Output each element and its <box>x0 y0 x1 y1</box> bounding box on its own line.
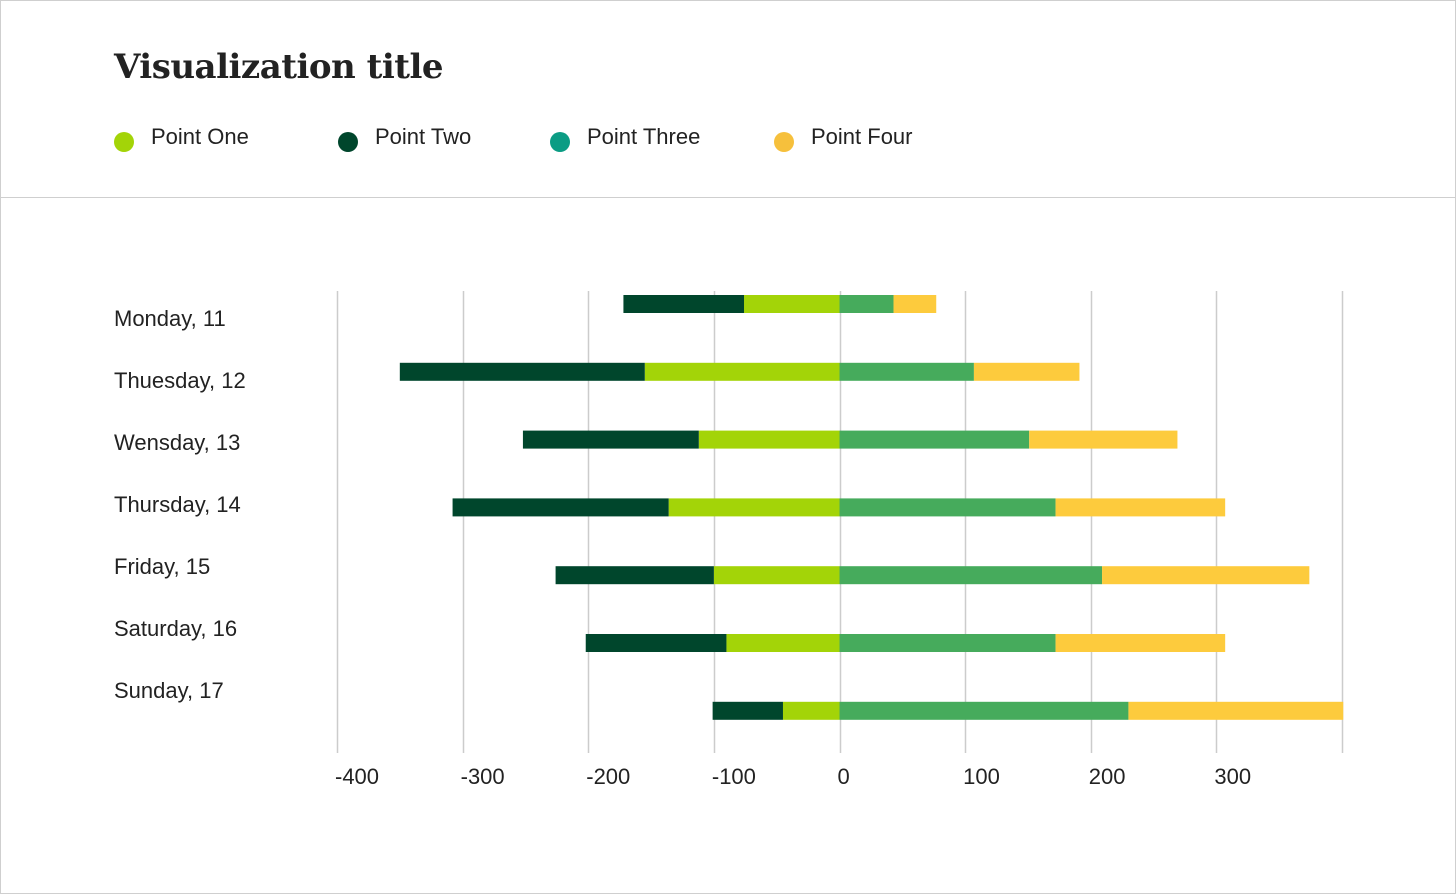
bar-segment[interactable] <box>1102 566 1310 585</box>
bar-segment[interactable] <box>668 498 840 517</box>
bar-segment[interactable] <box>712 701 783 720</box>
bar-segment[interactable] <box>555 566 714 585</box>
bar-segment[interactable] <box>893 295 937 313</box>
x-tick-label: -100 <box>712 764 756 789</box>
x-tick-label: 200 <box>1089 764 1126 789</box>
category-label: Thuesday, 12 <box>114 368 246 393</box>
bar-segment[interactable] <box>839 362 974 381</box>
bar-segment[interactable] <box>839 498 1056 517</box>
bar-segment[interactable] <box>452 498 669 517</box>
bar-segment[interactable] <box>399 362 645 381</box>
x-tick-label: 300 <box>1214 764 1251 789</box>
bar-segment[interactable] <box>644 362 840 381</box>
gridlines <box>336 291 1344 753</box>
bar-segment[interactable] <box>973 362 1080 381</box>
legend-label: Point One <box>151 124 249 149</box>
legend-dot-icon <box>774 132 794 152</box>
bar-segment[interactable] <box>839 430 1030 449</box>
bar-segment[interactable] <box>1055 634 1226 652</box>
bar-segment[interactable] <box>744 295 840 313</box>
category-labels: Monday, 11 Thuesday, 12 Wensday, 13 Thursda… <box>114 306 246 703</box>
legend-dot-icon <box>338 132 358 152</box>
category-label: Monday, 11 <box>114 306 226 331</box>
legend-label: Point Four <box>811 124 913 149</box>
bars <box>399 295 1344 720</box>
bar-segment[interactable] <box>623 295 745 313</box>
x-tick-label: 100 <box>963 764 1000 789</box>
chart-header: Visualization title Point One Point Two … <box>1 1 1455 198</box>
category-label: Wensday, 13 <box>114 430 240 455</box>
x-tick-label: -400 <box>335 764 379 789</box>
bar-segment[interactable] <box>839 701 1129 720</box>
category-label: Friday, 15 <box>114 554 210 579</box>
bar-segment[interactable] <box>782 701 840 720</box>
category-label: Sunday, 17 <box>114 678 224 703</box>
legend-label: Point Two <box>375 124 472 149</box>
category-label: Saturday, 16 <box>114 616 237 641</box>
bar-segment[interactable] <box>1055 498 1226 517</box>
x-tick-label: 0 <box>838 764 850 789</box>
bar-segment[interactable] <box>585 634 727 652</box>
bar-segment[interactable] <box>839 295 894 313</box>
legend-dot-icon <box>114 132 134 152</box>
legend: Point One Point Two Point Three Point Fo… <box>1 119 1455 159</box>
x-tick-label: -200 <box>586 764 630 789</box>
bar-segment[interactable] <box>1128 701 1344 720</box>
bar-segment[interactable] <box>726 634 840 652</box>
bar-segment[interactable] <box>839 634 1056 652</box>
x-tick-label: -300 <box>461 764 505 789</box>
bar-segment[interactable] <box>698 430 840 449</box>
x-tick-labels: -400 -300 -200 -100 0 100 200 300 <box>335 764 1251 789</box>
legend-dot-icon <box>550 132 570 152</box>
chart-title: Visualization title <box>114 47 444 87</box>
legend-label: Point Three <box>587 124 701 149</box>
bar-segment[interactable] <box>522 430 699 449</box>
bar-segment[interactable] <box>713 566 840 585</box>
bar-segment[interactable] <box>839 566 1103 585</box>
bar-segment[interactable] <box>1029 430 1178 449</box>
category-label: Thursday, 14 <box>114 492 241 517</box>
